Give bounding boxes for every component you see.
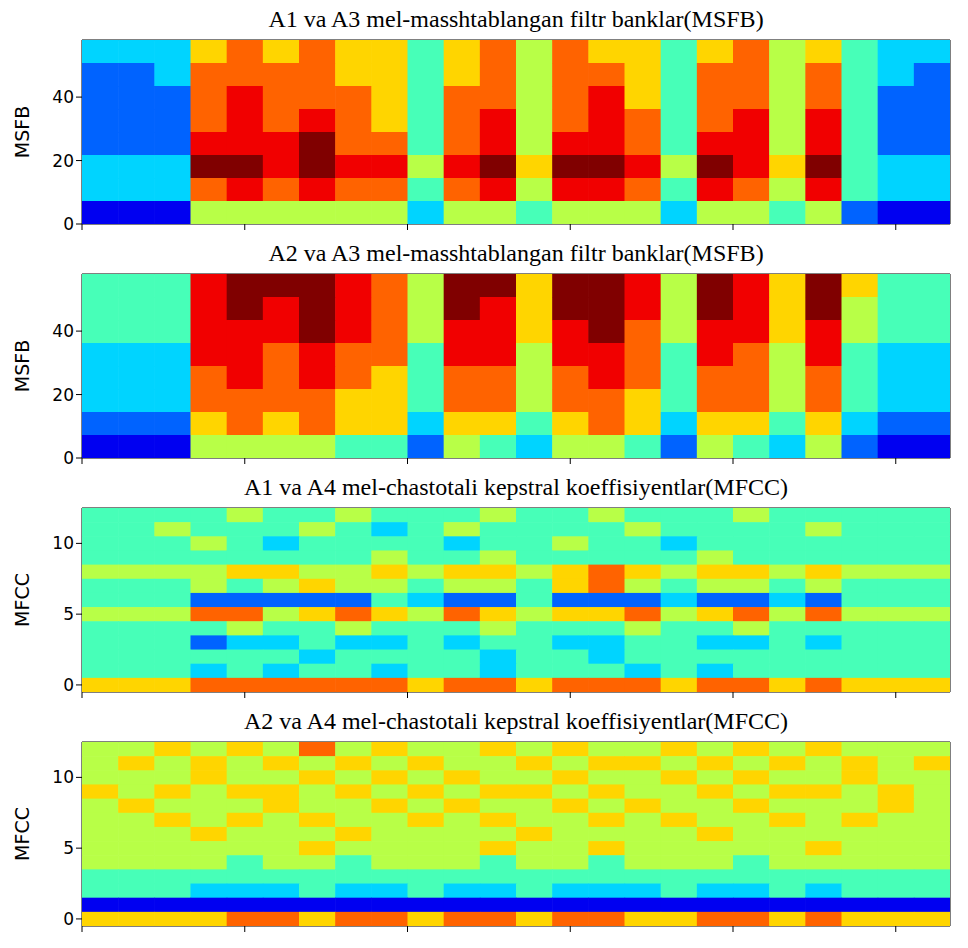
svg-text:10: 10 [52,767,74,787]
svg-text:5: 5 [63,604,74,624]
svg-text:0: 0 [63,448,74,468]
html-text:A2 va A3 mel-masshtablangan fi: A2 va A3 mel-masshtablangan filtr bankla… [268,240,764,266]
svg-text:40: 40 [52,87,74,107]
svg-text:0: 0 [63,909,74,929]
svg-text:MSFB: MSFB [11,340,33,392]
html-text:A1 va A4 mel-chastotali kepstr: A1 va A4 mel-chastotali kepstral koeffis… [243,474,789,500]
svg-text:MSFB: MSFB [11,106,33,158]
svg-text:20: 20 [52,385,74,405]
svg-text:10: 10 [52,533,74,553]
svg-text:0: 0 [63,675,74,695]
svg-text:MFCC: MFCC [11,573,33,627]
svg-text:5: 5 [63,838,74,858]
html-text:A1 va A3 mel-masshtablangan fi: A1 va A3 mel-masshtablangan filtr bankla… [268,6,764,32]
svg-text:20: 20 [52,151,74,171]
svg-text:0: 0 [63,214,74,234]
svg-text:MFCC: MFCC [11,807,33,861]
html-text:A2 va A4 mel-chastotali kepstr: A2 va A4 mel-chastotali kepstral koeffis… [243,708,789,734]
svg-text:40: 40 [52,321,74,341]
